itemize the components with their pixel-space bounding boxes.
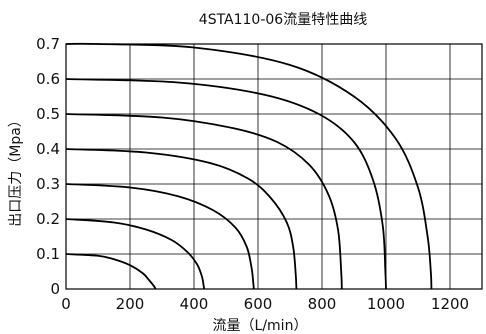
y-tick-label: 0.7: [36, 35, 60, 53]
x-tick-label: 1200: [431, 295, 469, 313]
y-tick-label: 0.2: [36, 210, 60, 228]
grid: [66, 44, 482, 289]
x-tick-label: 600: [244, 295, 273, 313]
x-tick-label: 400: [180, 295, 209, 313]
series-line-6: [65, 78, 387, 290]
x-axis-title: 流量（L/min）: [213, 318, 308, 334]
y-tick-label: 0.4: [36, 140, 60, 158]
series-line-1: [65, 253, 157, 290]
series-line-3: [65, 183, 255, 290]
x-tick-label: 200: [116, 295, 145, 313]
x-tick-labels: 0 200 400 600 800 1000 1200: [61, 295, 469, 313]
series-line-2: [65, 218, 206, 290]
x-tick-label: 1000: [367, 295, 405, 313]
y-tick-labels: 0 0.1 0.2 0.3 0.4 0.5 0.6 0.7: [36, 35, 60, 298]
y-tick-label: 0.6: [36, 70, 60, 88]
x-tick-label: 800: [308, 295, 337, 313]
y-axis-title: 出口压力（Mpa）: [8, 113, 24, 227]
series-line-5: [65, 113, 343, 290]
y-tick-label: 0: [50, 280, 60, 298]
x-tick-label: 0: [61, 295, 71, 313]
y-tick-label: 0.1: [36, 245, 60, 263]
series-line-7: [65, 42, 433, 290]
series-line-4: [65, 148, 298, 290]
y-tick-label: 0.5: [36, 105, 60, 123]
series-group: [65, 42, 433, 290]
chart-title: 4STA110-06流量特性曲线: [199, 12, 367, 28]
plot-frame: [65, 43, 483, 290]
y-tick-label: 0.3: [36, 175, 60, 193]
